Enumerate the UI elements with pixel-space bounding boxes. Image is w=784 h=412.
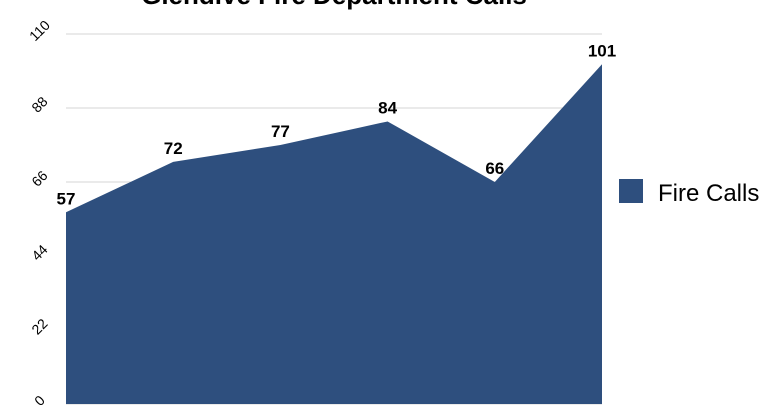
data-label: 77 xyxy=(271,122,290,141)
data-label: 101 xyxy=(588,41,616,60)
data-labels: 57 72 77 84 66 101 xyxy=(57,41,617,208)
y-tick-label: 66 xyxy=(28,167,50,189)
data-label: 72 xyxy=(164,139,183,158)
y-tick-label: 88 xyxy=(28,93,50,115)
data-label: 84 xyxy=(378,98,397,117)
legend: Fire Calls xyxy=(619,179,759,207)
area-series-fire-calls xyxy=(66,64,602,404)
legend-label-fire-calls: Fire Calls xyxy=(658,180,759,207)
data-label: 57 xyxy=(57,189,76,208)
y-tick-label: 22 xyxy=(28,315,50,337)
chart-title: Glendive Fire Department Calls xyxy=(141,0,527,10)
data-label: 66 xyxy=(485,159,504,178)
y-tick-label: 0 xyxy=(31,392,48,409)
y-axis: 0 22 44 66 88 110 xyxy=(26,17,53,409)
legend-swatch-fire-calls xyxy=(619,179,643,203)
y-tick-label: 110 xyxy=(26,17,53,44)
plot-area xyxy=(66,64,602,404)
y-tick-label: 44 xyxy=(28,241,50,263)
